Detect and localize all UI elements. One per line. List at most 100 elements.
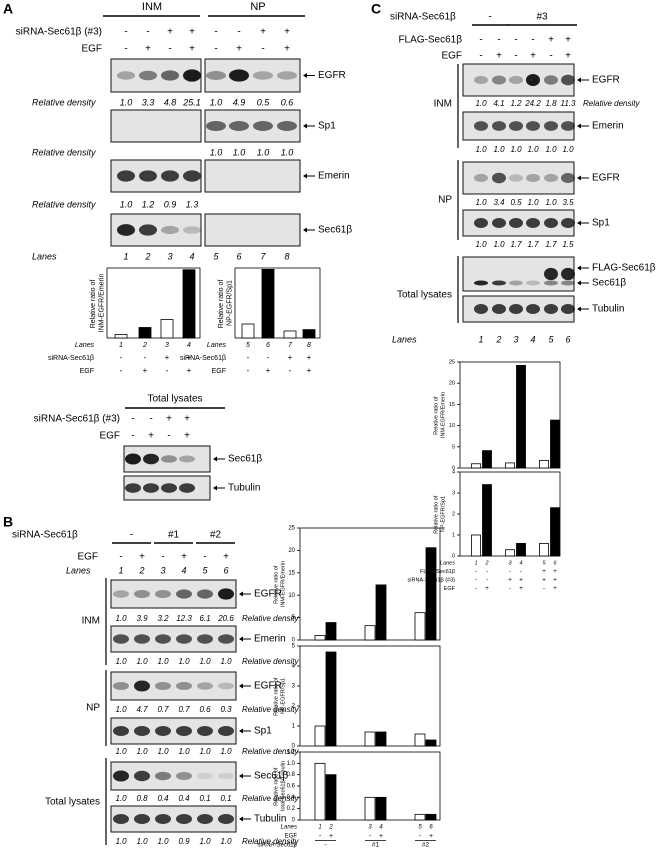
arrow-head bbox=[213, 485, 217, 491]
density: 3.2 bbox=[157, 614, 169, 623]
density: 4.9 bbox=[233, 97, 246, 107]
band bbox=[561, 173, 575, 183]
sign: - bbox=[214, 27, 217, 38]
bar bbox=[138, 327, 152, 339]
sign: + bbox=[542, 577, 546, 584]
lanes-label: Lanes bbox=[32, 251, 57, 261]
density: 1.0 bbox=[136, 747, 148, 756]
arrow-head bbox=[577, 280, 581, 286]
sign: - bbox=[267, 353, 270, 362]
density: 0.4 bbox=[157, 794, 169, 803]
sign: - bbox=[497, 35, 500, 46]
density: 1.0 bbox=[257, 147, 270, 157]
band bbox=[544, 218, 558, 228]
density-label: Relative density bbox=[242, 794, 299, 803]
lane: 5 bbox=[202, 565, 208, 575]
band bbox=[526, 280, 540, 286]
band bbox=[125, 483, 141, 493]
band bbox=[139, 170, 157, 182]
density: 1.3 bbox=[186, 199, 199, 209]
density: 1.0 bbox=[199, 747, 211, 756]
density: 1.0 bbox=[562, 145, 574, 154]
bar bbox=[505, 462, 515, 469]
header: NP bbox=[250, 1, 265, 13]
x-tick-label: 2 bbox=[142, 342, 147, 349]
sign: + bbox=[519, 577, 523, 584]
density: 1.0 bbox=[493, 145, 505, 154]
density: 1.0 bbox=[115, 705, 127, 714]
band bbox=[125, 453, 141, 465]
bar bbox=[283, 330, 297, 339]
density: 1.0 bbox=[115, 657, 127, 666]
sign: - bbox=[479, 51, 482, 62]
band-label: Sec61β bbox=[254, 771, 288, 782]
band bbox=[161, 455, 177, 463]
lane: 4 bbox=[181, 565, 186, 575]
density: 0.1 bbox=[199, 794, 210, 803]
band bbox=[544, 173, 558, 183]
density: 0.7 bbox=[157, 705, 169, 714]
sign: + bbox=[148, 431, 154, 442]
y-tick-label: 15 bbox=[288, 570, 295, 576]
density: 1.0 bbox=[157, 837, 169, 846]
density: 1.0 bbox=[115, 614, 127, 623]
x-tick-label: 3 bbox=[368, 825, 372, 831]
band bbox=[113, 814, 129, 824]
bar bbox=[375, 731, 387, 747]
bar bbox=[539, 543, 549, 557]
blot bbox=[462, 161, 575, 195]
band bbox=[492, 304, 506, 314]
group: #2 bbox=[210, 530, 222, 541]
y-tick-label: 5 bbox=[292, 644, 296, 650]
lanes-label: Lanes bbox=[75, 342, 95, 349]
density: 0.3 bbox=[220, 705, 232, 714]
band bbox=[134, 814, 150, 824]
density: 1.0 bbox=[220, 837, 232, 846]
band bbox=[155, 814, 171, 824]
x-tick-label: 4 bbox=[379, 825, 383, 831]
sign: + bbox=[284, 44, 290, 55]
row-label: EGF bbox=[285, 834, 298, 840]
lane: 6 bbox=[236, 251, 241, 261]
x-tick-label: 7 bbox=[288, 342, 293, 349]
band bbox=[161, 70, 179, 81]
density: 1.0 bbox=[545, 198, 557, 207]
sign: + bbox=[553, 577, 557, 584]
arrow-head bbox=[303, 73, 307, 78]
lane: 5 bbox=[213, 251, 219, 261]
band-label: Sp1 bbox=[592, 218, 610, 229]
y-axis-label: Relative ratio of total Sec61β/Tubulin bbox=[274, 761, 287, 811]
sign: - bbox=[486, 577, 488, 584]
label: siRNA-Sec61β (#3) bbox=[16, 27, 102, 38]
lane: 8 bbox=[284, 251, 289, 261]
sign: + bbox=[189, 27, 195, 38]
density: 1.7 bbox=[510, 240, 522, 249]
y-tick-label: 1 bbox=[452, 532, 455, 538]
row-label: siRNA-Sec61β bbox=[180, 355, 226, 362]
band bbox=[509, 304, 523, 314]
band bbox=[561, 121, 575, 131]
sign: - bbox=[531, 35, 534, 46]
group: #1 bbox=[372, 842, 380, 848]
density: 1.0 bbox=[199, 837, 211, 846]
sign: + bbox=[508, 577, 512, 584]
band bbox=[218, 726, 234, 736]
sign: + bbox=[542, 568, 546, 575]
bar bbox=[550, 419, 560, 469]
sign: + bbox=[187, 353, 192, 362]
band bbox=[143, 483, 159, 493]
lane: 1 bbox=[478, 334, 483, 344]
sign: - bbox=[146, 27, 149, 38]
band-label: EGFR bbox=[254, 681, 282, 692]
band bbox=[218, 682, 234, 690]
band bbox=[509, 280, 523, 286]
density: 0.1 bbox=[220, 794, 231, 803]
label: siRNA-Sec61β bbox=[390, 12, 456, 23]
sign: - bbox=[509, 585, 511, 592]
bar bbox=[471, 534, 481, 557]
density: 1.0 bbox=[157, 657, 169, 666]
sign: - bbox=[289, 366, 292, 375]
band bbox=[176, 589, 192, 599]
x-tick-label: 2 bbox=[484, 560, 488, 566]
band bbox=[134, 726, 150, 736]
